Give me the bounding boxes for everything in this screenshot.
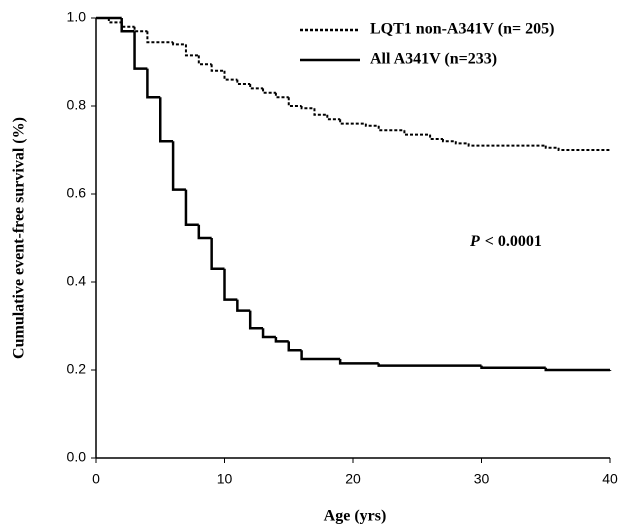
survival-step <box>210 64 225 72</box>
survival-step <box>274 337 289 343</box>
survival-step <box>377 125 405 132</box>
survival-step <box>210 238 225 271</box>
y-tick-label: 0.8 <box>67 97 87 113</box>
y-tick-label: 0.0 <box>67 449 87 465</box>
survival-step <box>159 97 174 143</box>
survival-step <box>300 106 315 110</box>
survival-step <box>261 328 276 339</box>
survival-step <box>429 134 443 140</box>
survival-step <box>236 79 251 85</box>
survival-step <box>557 147 610 151</box>
survival-step <box>184 44 199 57</box>
x-axis-label: Age (yrs) <box>324 508 387 525</box>
survival-step <box>313 108 328 116</box>
annotation-text: < 0.0001 <box>485 233 542 250</box>
survival-step <box>480 365 546 370</box>
survival-step <box>339 119 366 125</box>
survival-step <box>184 189 199 227</box>
x-tick-label: 0 <box>92 471 100 487</box>
survival-step <box>403 130 431 136</box>
survival-step <box>544 145 559 149</box>
y-tick-label: 0.6 <box>67 185 87 201</box>
survival-step <box>287 341 302 352</box>
y-tick-label: 0.2 <box>67 361 87 377</box>
survival-step <box>377 363 482 367</box>
survival-step <box>454 141 469 145</box>
survival-step <box>133 26 148 33</box>
survival-step <box>171 141 186 191</box>
survival-step <box>467 143 546 147</box>
survival-step <box>223 268 238 301</box>
survival-step <box>146 31 174 44</box>
survival-step <box>326 114 341 121</box>
survival-step <box>120 22 135 28</box>
survival-step <box>133 31 148 70</box>
legend-label: LQT1 non-A341V (n= 205) <box>370 21 554 38</box>
survival-step <box>197 224 212 240</box>
legend-label: All A341V (n=233) <box>370 51 497 68</box>
survival-step <box>262 88 276 94</box>
y-tick-label: 1.0 <box>67 9 87 25</box>
survival-step <box>197 55 212 66</box>
survival-step <box>364 123 379 127</box>
survival-step <box>544 367 610 372</box>
annotation: P < 0.0001 <box>469 233 542 250</box>
survival-step <box>172 42 186 46</box>
y-tick-label: 0.4 <box>67 273 87 289</box>
y-axis-label: Cumulative event-free survival (%) <box>11 117 28 359</box>
survival-step <box>300 350 341 361</box>
x-tick-label: 10 <box>217 471 233 487</box>
survival-step <box>146 68 161 99</box>
survival-step <box>236 299 251 312</box>
survival-step <box>338 359 379 365</box>
survival-step <box>107 18 122 24</box>
survival-step <box>274 92 289 99</box>
x-tick-label: 40 <box>602 471 618 487</box>
survival-step <box>287 97 302 107</box>
x-tick-label: 30 <box>474 471 490 487</box>
x-tick-label: 20 <box>345 471 361 487</box>
survival-step <box>249 84 264 90</box>
survival-step <box>120 18 135 33</box>
survival-step <box>441 139 456 143</box>
annotation-p: P <box>469 233 480 250</box>
survival-step <box>223 70 238 81</box>
survival-step <box>248 310 264 330</box>
